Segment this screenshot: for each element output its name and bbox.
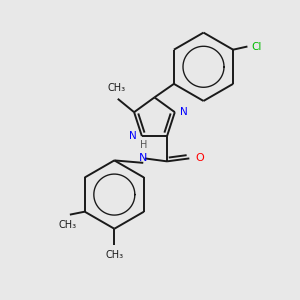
Text: CH₃: CH₃: [58, 220, 76, 230]
Text: CH₃: CH₃: [105, 250, 123, 260]
Text: N: N: [139, 153, 147, 164]
Text: O: O: [196, 153, 205, 164]
Text: H: H: [140, 140, 147, 150]
Text: N: N: [180, 107, 188, 117]
Text: Cl: Cl: [252, 42, 262, 52]
Text: N: N: [129, 131, 136, 141]
Text: CH₃: CH₃: [107, 83, 125, 94]
